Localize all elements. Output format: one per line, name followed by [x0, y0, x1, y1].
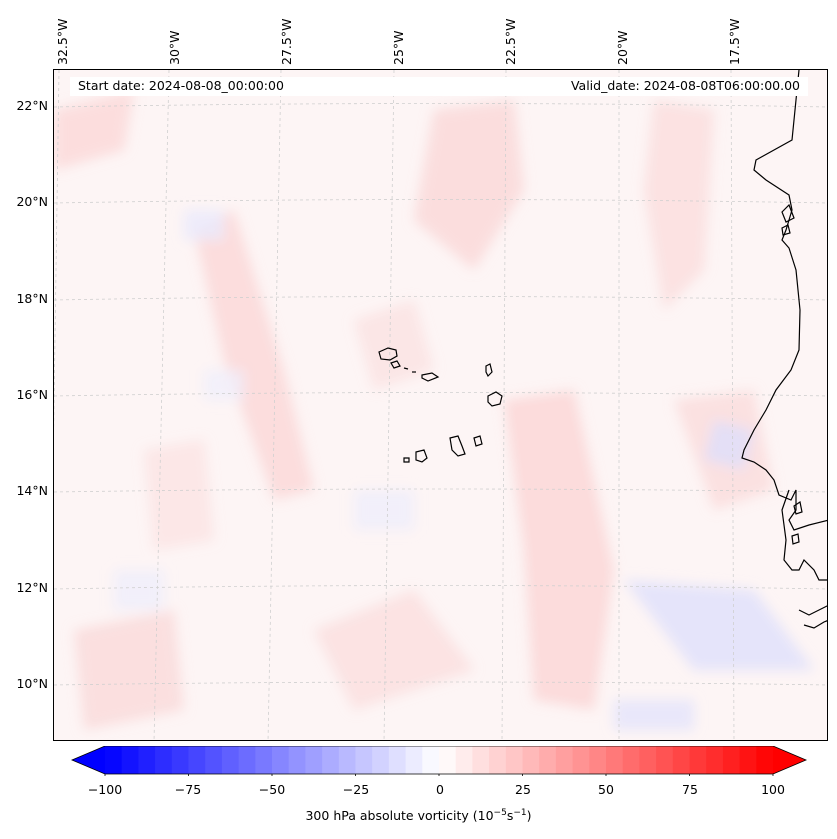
cape-verde-islands	[378, 347, 503, 463]
colorbar-segment	[155, 746, 173, 774]
colorbar-segment	[105, 746, 123, 774]
colorbar-segment	[138, 746, 156, 774]
colorbar-segment	[639, 746, 657, 774]
colorbar-segment	[739, 746, 757, 774]
colorbar-tick-label: −25	[342, 782, 370, 797]
colorbar-tick-label: −50	[258, 782, 286, 797]
lon-label-17-5w: 17.5°W	[727, 18, 742, 65]
lon-label-20w: 20°W	[615, 30, 630, 65]
colorbar-segment	[555, 746, 574, 774]
colorbar	[0, 740, 837, 839]
colorbar-segment	[606, 746, 624, 774]
colorbar-tick-label: −75	[174, 782, 202, 797]
colorbar-segment	[171, 746, 190, 774]
colorbar-tick-label: −100	[87, 782, 123, 797]
colorbar-extend-min	[72, 746, 105, 774]
lat-label-12n: 12°N	[16, 580, 48, 595]
colorbar-segment	[188, 746, 206, 774]
colorbar-segment	[121, 746, 139, 774]
colorbar-label: 300 hPa absolute vorticity (10−5s−1)	[305, 808, 532, 824]
vorticity-field	[54, 70, 827, 740]
graticule	[54, 70, 827, 740]
colorbar-segment	[372, 746, 390, 774]
coastline	[741, 70, 827, 629]
colorbar-segment	[689, 746, 707, 774]
lat-label-18n: 18°N	[16, 291, 48, 306]
lon-label-30w: 30°W	[167, 30, 182, 65]
colorbar-segment	[305, 746, 323, 774]
colorbar-segment	[539, 746, 557, 774]
date-info-bar: Start date: 2024-08-08_00:00:00 Valid_da…	[70, 77, 808, 96]
lon-label-32-5w: 32.5°W	[55, 18, 70, 65]
lat-label-22n: 22°N	[16, 98, 48, 113]
colorbar-segment	[622, 746, 640, 774]
start-date-text: Start date: 2024-08-08_00:00:00	[78, 78, 284, 93]
colorbar-segment	[722, 746, 741, 774]
colorbar-segment	[255, 746, 273, 774]
lat-label-16n: 16°N	[16, 387, 48, 402]
lon-label-25w: 25°W	[391, 30, 406, 65]
colorbar-segment	[656, 746, 674, 774]
colorbar-segment	[221, 746, 240, 774]
lon-label-22-5w: 22.5°W	[503, 18, 518, 65]
colorbar-segment	[589, 746, 607, 774]
colorbar-segment	[388, 746, 407, 774]
colorbar-tick-label: 50	[598, 782, 614, 797]
colorbar-segment	[572, 746, 590, 774]
lat-label-14n: 14°N	[16, 483, 48, 498]
colorbar-segment	[455, 746, 473, 774]
colorbar-gradient	[70, 746, 808, 776]
colorbar-segment	[288, 746, 306, 774]
colorbar-tick-label: 0	[436, 782, 444, 797]
vorticity-shading	[54, 90, 814, 730]
colorbar-segment	[338, 746, 357, 774]
colorbar-segment	[422, 746, 440, 774]
colorbar-segment	[439, 746, 457, 774]
colorbar-tick-label: 25	[515, 782, 531, 797]
colorbar-segment	[322, 746, 340, 774]
lat-label-10n: 10°N	[16, 676, 48, 691]
colorbar-segment	[505, 746, 524, 774]
colorbar-segment	[238, 746, 256, 774]
colorbar-segment	[355, 746, 373, 774]
colorbar-segment	[205, 746, 223, 774]
colorbar-tick-label: 100	[761, 782, 785, 797]
colorbar-extend-max	[773, 746, 806, 774]
map-panel[interactable]	[53, 69, 828, 741]
colorbar-segment	[489, 746, 507, 774]
lon-label-27-5w: 27.5°W	[279, 18, 294, 65]
valid-date-text: Valid_date: 2024-08-08T06:00:00.00	[570, 78, 800, 93]
colorbar-segment	[672, 746, 691, 774]
lat-label-20n: 20°N	[16, 194, 48, 209]
colorbar-segment	[522, 746, 540, 774]
colorbar-tick-label: 75	[682, 782, 698, 797]
colorbar-segment	[706, 746, 724, 774]
colorbar-segment	[756, 746, 774, 774]
colorbar-segment	[472, 746, 490, 774]
colorbar-segment	[405, 746, 423, 774]
colorbar-segment	[272, 746, 290, 774]
